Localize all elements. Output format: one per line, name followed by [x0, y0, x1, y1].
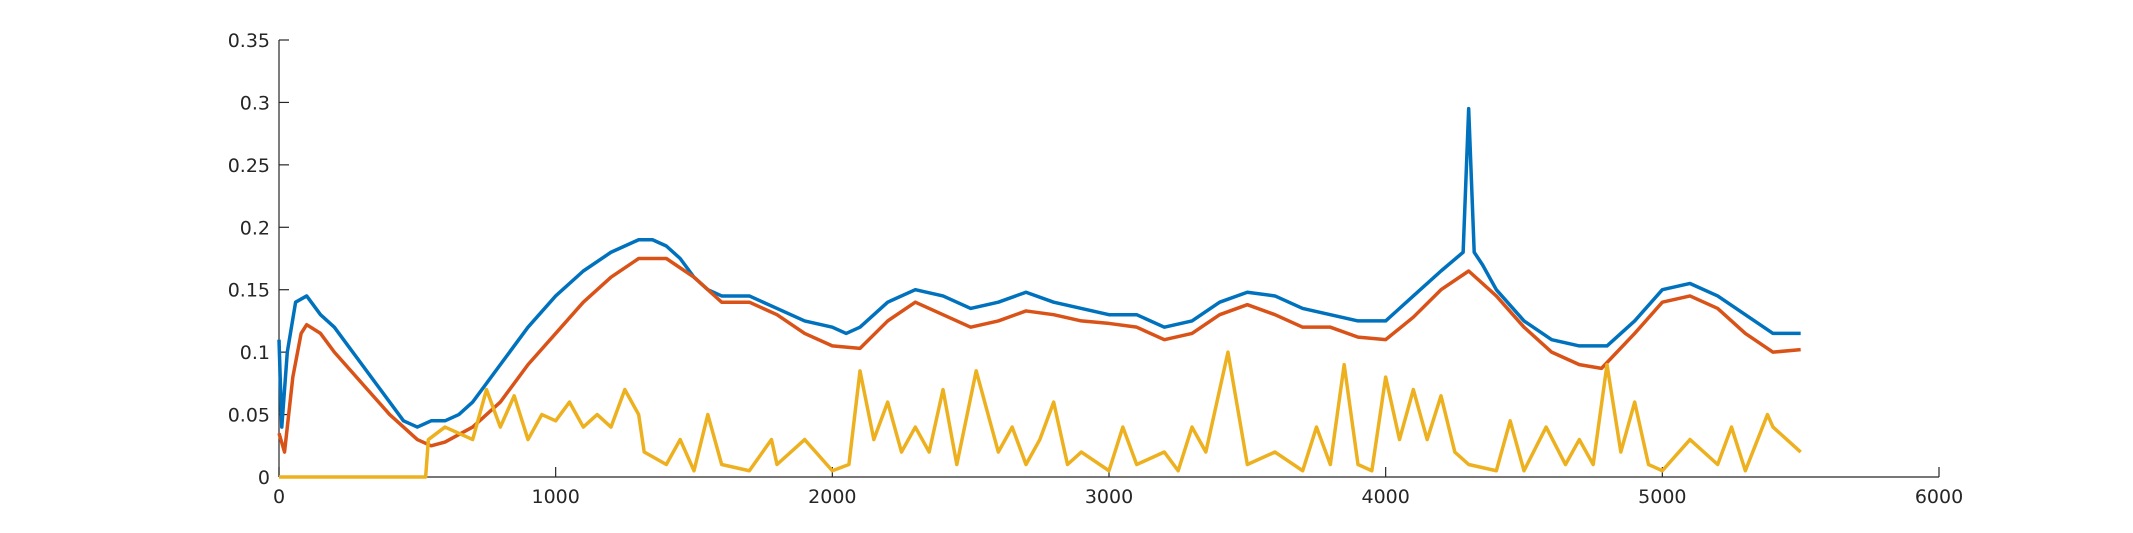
x-tick-label: 6000 — [1915, 486, 1963, 508]
y-tick-label: 0.2 — [240, 217, 270, 239]
y-tick-label: 0 — [258, 467, 270, 489]
y-tick-label: 0.35 — [228, 30, 270, 52]
x-tick-label: 1000 — [531, 486, 579, 508]
y-tick-label: 0.25 — [228, 155, 270, 177]
y-tick-label: 0.3 — [240, 92, 270, 114]
y-tick-label: 0.05 — [228, 405, 270, 427]
y-tick-label: 0.15 — [228, 280, 270, 302]
x-tick-label: 0 — [273, 486, 285, 508]
x-tick-label: 4000 — [1361, 486, 1409, 508]
series-line — [277, 256, 1801, 454]
y-tick-label: 0.1 — [240, 342, 270, 364]
x-tick-label: 5000 — [1638, 486, 1686, 508]
x-tick-label: 3000 — [1085, 486, 1133, 508]
series-line — [279, 350, 1802, 479]
series-line — [277, 106, 1801, 429]
x-tick-label: 2000 — [808, 486, 856, 508]
